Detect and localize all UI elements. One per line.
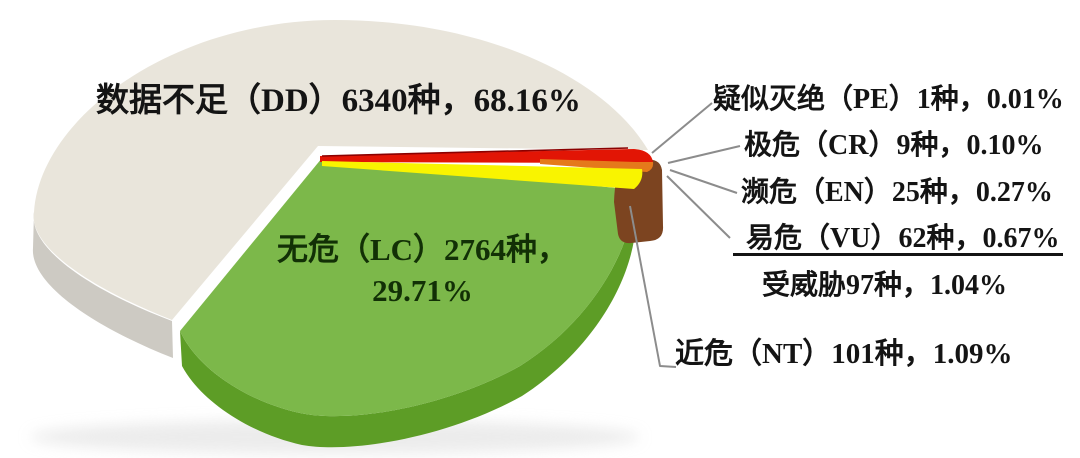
- slice-label-lc-line1: 无危（LC）2764种，: [276, 232, 569, 267]
- pie-slice-cr: [320, 149, 653, 163]
- pie-slice-lc-side: [180, 190, 636, 448]
- leader-line-pe: [651, 102, 713, 154]
- leader-line-cr: [667, 145, 741, 164]
- callout-label-vu: 易危（VU）62种，0.67%: [746, 223, 1060, 254]
- leader-line-nt: [629, 205, 677, 368]
- pie-slice-dd-top: [33, 20, 649, 320]
- pie-slice-vu: [322, 161, 643, 189]
- callout-label-nt: 近危（NT）101种，1.09%: [675, 338, 1013, 370]
- leader-line-en: [669, 169, 738, 194]
- threatened-summary-label: 受威胁97种，1.04%: [762, 270, 1008, 301]
- callout-label-pe: 疑似灭绝（PE）1种，0.01%: [713, 84, 1064, 115]
- slice-label-lc: 无危（LC）2764种， 29.71%: [250, 229, 595, 311]
- pie-slice-lc-top: [180, 158, 636, 417]
- slice-label-lc-line2: 29.71%: [372, 273, 473, 308]
- leader-line-vu: [666, 175, 731, 239]
- callout-label-en: 濒危（EN）25种，0.27%: [741, 177, 1053, 208]
- pie-slice-dd-side: [32, 212, 173, 358]
- threatened-sum-rule: [733, 253, 1063, 256]
- slice-label-dd: 数据不足（DD）6340种，68.16%: [96, 83, 581, 119]
- pie-slice-pe: [321, 147, 629, 157]
- callout-label-cr: 极危（CR）9种，0.10%: [744, 130, 1044, 161]
